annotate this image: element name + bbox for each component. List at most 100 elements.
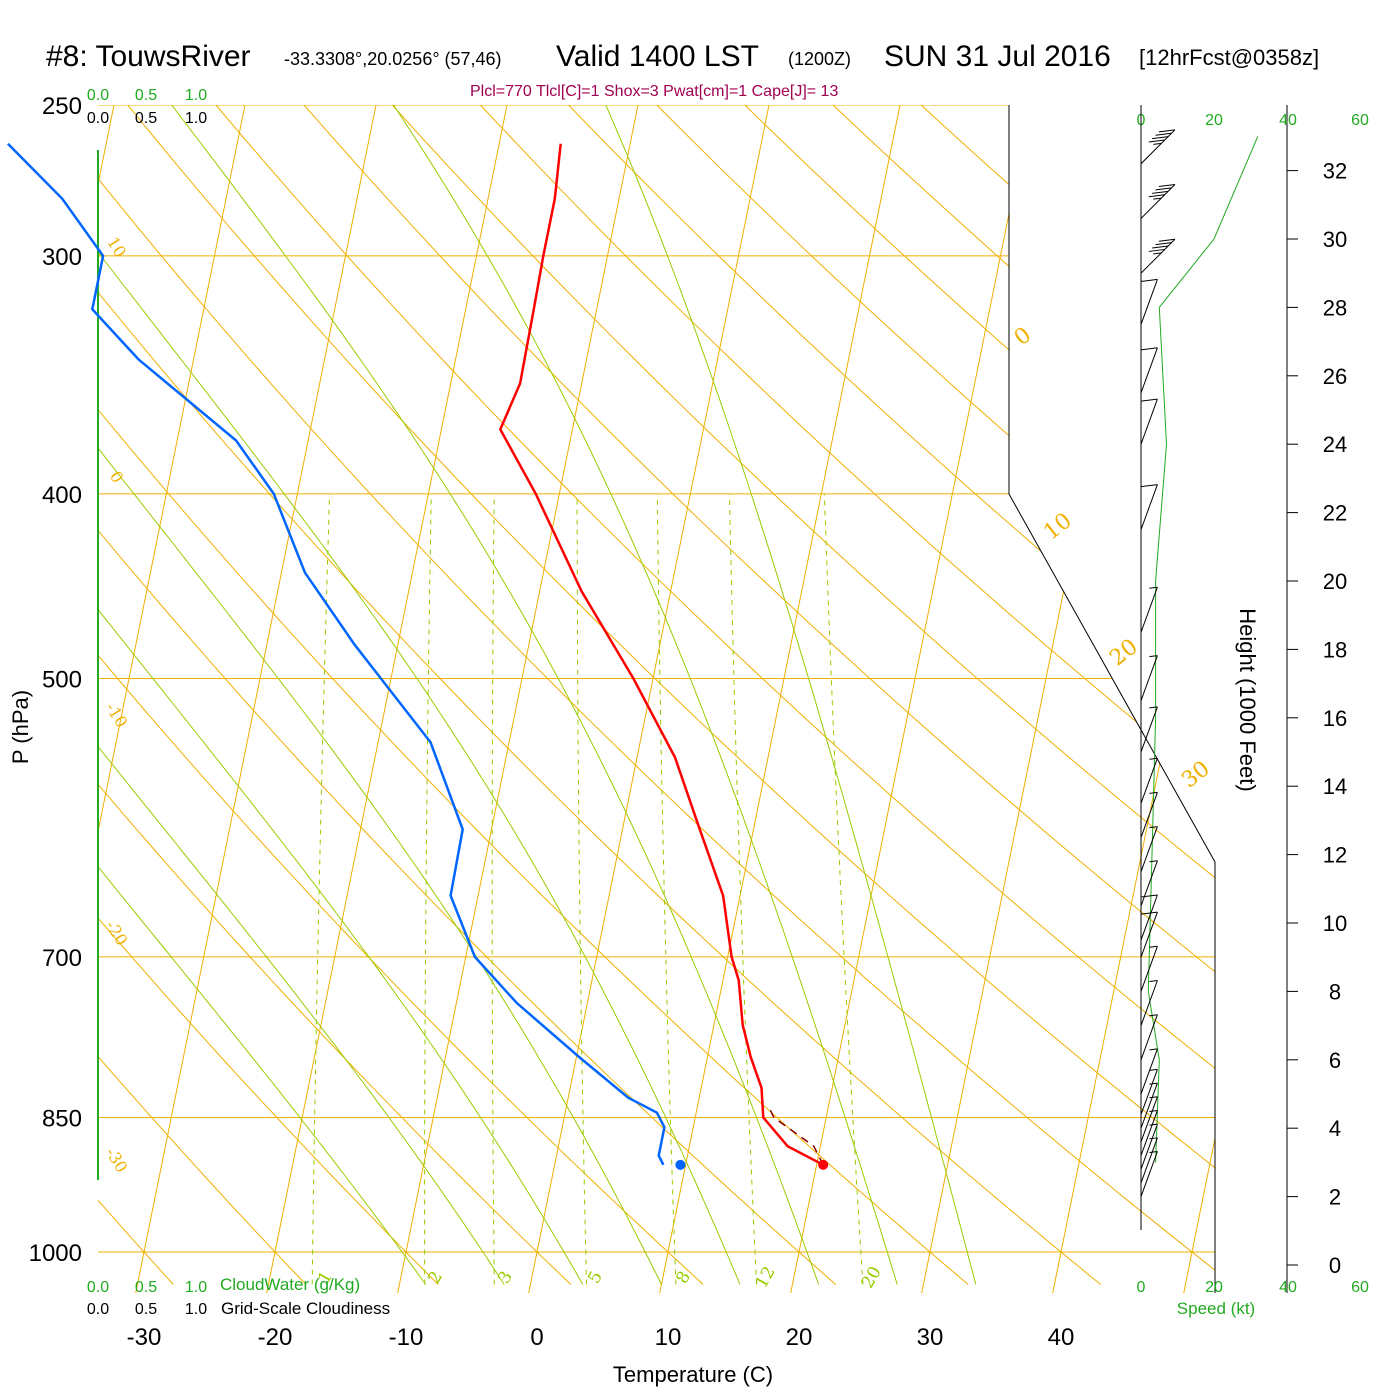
wind-barb [1140,347,1158,394]
wind-barb-half-feather [1149,945,1158,948]
cloudwater-tick-bottom: 1.0 [185,1279,207,1296]
speed-tick-top: 60 [1351,112,1369,129]
wind-barb-half-feather [1153,252,1162,255]
wind-barb-shaft [1140,184,1176,219]
dry-adiabat-line [622,105,1215,1285]
plot-boundary [1008,105,1216,1293]
isotherm-line [133,105,378,1293]
height-tick-label: 2 [1329,1185,1341,1210]
wind-barb-half-feather [1149,1082,1158,1085]
wind-barb-half-feather [1149,860,1158,863]
wind-barb-half-feather [1153,197,1162,200]
height-tick-label: 26 [1323,364,1347,389]
dry-adiabat-line [448,105,1215,1285]
wind-barb [1140,757,1158,804]
isotherm-label: 10 [103,233,130,260]
pressure-tick-label: 400 [42,482,82,509]
wind-barb-feather [1158,129,1176,133]
mixing-ratio-label: 2 [424,1268,447,1287]
wind-barb-feather [1141,347,1158,351]
wind-barb [1140,1048,1158,1095]
wind-barb-shaft [1140,1096,1158,1143]
height-tick-label: 10 [1323,911,1347,936]
height-tick-label: 18 [1323,637,1347,662]
wind-barb-shaft [1140,1110,1158,1156]
wind-barb [1140,706,1158,753]
wind-barb-half-feather [1149,1068,1158,1071]
wind-barb-half-feather [1149,1137,1158,1140]
isotherm-label: -30 [102,1144,132,1176]
wind-barb-feather [1148,139,1165,143]
wind-barb-half-feather [1149,1096,1158,1099]
wind-barb-shaft [1140,655,1158,701]
wind-barb-feather [1155,187,1172,191]
surface-dewpoint-marker [675,1159,686,1170]
isotherm-line [395,105,640,1293]
wind-barb-half-feather [1149,791,1158,794]
dry-adiabat-line [797,105,1215,1285]
height-tick-label: 0 [1329,1253,1341,1278]
wind-barb-shaft [1140,946,1158,992]
wind-barb-shaft [1140,279,1158,325]
wind-barb-shaft [1140,238,1176,274]
dry-adiabat-line [98,105,837,1285]
moist-adiabat-line [98,105,584,1285]
cloudwater-tick-bottom: 0.0 [87,1279,109,1296]
wind-barb-shaft [1140,860,1158,907]
speed-tick-top: 40 [1279,112,1297,129]
isotherm-line [919,105,1164,1293]
wind-barb-feather [1141,911,1158,915]
dewpoint-line [7,142,666,1166]
wind-barb [1140,586,1158,633]
wind-barb [1140,1068,1158,1115]
cloudiness-tick-top: 0.0 [87,110,109,127]
wind-barb-shaft [1140,1014,1158,1060]
height-axis-title: Height (1000 Feet) [1235,608,1260,791]
wind-barb [1140,184,1176,219]
wind-barb-feather [1141,894,1158,898]
wind-barb [1140,1082,1158,1129]
wind-barb-feather [1158,184,1176,188]
wind-barb-shaft [1140,894,1158,941]
forecast-info: [12hrFcst@0358z] [1139,45,1320,70]
speed-tick-top: 20 [1205,112,1223,129]
moist-adiabat-line [98,105,741,1285]
height-tick-label: 4 [1329,1116,1341,1141]
height-tick-label: 30 [1323,227,1347,252]
dry-adiabat-line [971,105,1215,1285]
height-tick-label: 8 [1329,979,1341,1004]
wind-barb [1140,1137,1158,1184]
wind-barb-shaft [1140,1137,1158,1184]
pressure-tick-label: 250 [42,93,82,120]
wind-barb [1140,484,1158,530]
zulu-time: (1200Z) [788,49,852,69]
wind-barb-half-feather [1149,655,1158,658]
dry-adiabat-line [100,105,1215,1285]
isotherm-line [657,105,902,1293]
dry-adiabat-line [98,105,174,1285]
wind-barb [1140,278,1158,325]
height-tick-label: 22 [1323,501,1347,526]
dry-adiabat-line [98,105,307,1285]
cloudwater-label: CloudWater (g/Kg) [220,1275,360,1294]
isotherm-line [788,105,1033,1293]
wind-barb [1140,1123,1158,1170]
wind-barb-feather [1148,248,1165,252]
temperature-tick-label: -10 [389,1324,424,1351]
mixing-ratio-line [729,493,757,1285]
dry-adiabat-label: 30 [1177,756,1214,793]
temperature-tick-label: -20 [258,1324,293,1351]
wind-barb-half-feather [1149,706,1158,709]
dry-adiabat-line [98,105,1102,1285]
wind-barb [1140,1150,1158,1197]
dry-adiabat-line [1058,105,1215,1285]
valid-date: SUN 31 Jul 2016 [884,40,1111,73]
mixing-ratio-line [656,493,677,1285]
speed-tick-bottom: 60 [1351,1279,1369,1296]
valid-time: Valid 1400 LST [556,40,759,73]
mixing-ratio-line [823,493,864,1285]
height-tick-label: 6 [1329,1048,1341,1073]
pressure-tick-label: 1000 [29,1240,82,1267]
wind-barb [1140,826,1158,872]
